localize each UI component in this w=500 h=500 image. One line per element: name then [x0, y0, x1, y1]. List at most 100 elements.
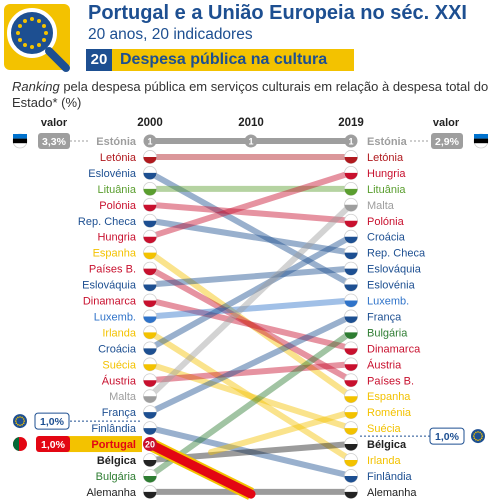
label-2000-croacia: Croácia — [98, 343, 137, 355]
eu-left-flag-icon-star — [15, 422, 18, 425]
label-2000-eslovaquia: Eslováquia — [82, 280, 137, 292]
croacia-2000-flag-fill — [143, 348, 157, 355]
finlandia-left-value: 1,0% — [40, 416, 65, 428]
label-2019-eslovenia: Eslovénia — [367, 280, 416, 292]
dinamarca-2000-flag-fill — [143, 300, 157, 307]
eslovenia-2019-flag-fill — [344, 284, 358, 292]
suecia-right-value: 1,0% — [435, 431, 460, 443]
romenia-2019-flag-fill — [344, 412, 358, 419]
franca-2000-flag-fill — [143, 412, 157, 419]
section-bar: 20 Despesa pública na cultura — [86, 49, 354, 71]
portugal-left-flag-icon-green — [13, 437, 19, 451]
hungria-2019-flag-fill — [344, 172, 358, 180]
lituania-2019-flag-fill — [344, 188, 358, 196]
eslovenia-2000-flag-fill — [143, 172, 157, 180]
line-eslovenia — [147, 169, 354, 288]
label-2019-bulgaria: Bulgária — [367, 327, 408, 339]
label-2019-suecia: Suécia — [367, 423, 402, 435]
label-2019-franca: França — [367, 311, 402, 323]
finlandia-2019-flag-fill — [344, 475, 358, 483]
estonia-left-pill — [38, 133, 70, 149]
label-2000-luxemb: Luxemb. — [94, 311, 136, 323]
polonia-2000-flag-fill — [143, 204, 157, 212]
portugal-rank-badge-label: 20 — [145, 440, 155, 450]
bulgaria-2000-flag-fill — [143, 475, 157, 483]
eu-left-flag-icon-star — [21, 416, 23, 419]
rep-checa-2000-flag-fill — [143, 220, 157, 228]
luxemb-2019-flag-fill — [344, 300, 358, 307]
ranking-labels: 2000 2010 2019 valor valor Estónia Letónia Eslo… — [12, 117, 489, 499]
header: Portugal e a União Europeia no séc. XXI … — [0, 0, 500, 78]
dinamarca-2019-flag-fill — [344, 348, 358, 355]
espanha-2019-flag-fill — [344, 396, 358, 403]
line-franca — [147, 313, 354, 416]
description-text: pela despesa pública em serviços cultura… — [12, 79, 489, 110]
label-2000-dinamarca: Dinamarca — [83, 296, 137, 308]
label-2019-alemanha: Alemanha — [367, 487, 417, 499]
portugal-rank-badge — [143, 437, 157, 452]
label-2000-portugal: Portugal — [91, 439, 136, 451]
label-2000-letonia: Letónia — [100, 152, 137, 164]
rank-badge — [143, 134, 157, 148]
finlandia-left-pill — [35, 413, 69, 430]
alemanha-2019-flag-fill — [344, 491, 358, 499]
eu-right-flag-icon-star — [473, 433, 476, 435]
eu-left-flag-icon-star — [17, 416, 19, 419]
estonia-left-value: 3,3% — [42, 136, 67, 148]
label-2019-finlandia: Finlândia — [367, 471, 413, 483]
label-2000-belgica: Bélgica — [97, 455, 137, 467]
section-title: Despesa pública na cultura — [120, 51, 328, 68]
line-romenia — [208, 409, 354, 456]
magnifier-icon — [4, 4, 70, 72]
rank-badge — [244, 134, 258, 148]
line-bulgaria — [147, 329, 354, 479]
eu-right-flag-icon-star — [480, 437, 483, 440]
irlanda-2000-flag-fill — [143, 332, 157, 339]
label-2000-finlandia: Finlândia — [91, 423, 137, 435]
line-portugal — [145, 439, 256, 499]
label-2019-belgica: Bélgica — [367, 439, 407, 451]
suecia-right-border — [429, 427, 465, 445]
eu-right-flag-icon-star — [477, 439, 479, 442]
line-dinamarca — [147, 297, 354, 352]
chart-description: Ranking pela despesa pública em serviços… — [12, 79, 492, 110]
label-2019-lituania: Lituânia — [367, 184, 406, 196]
irlanda-2019-flag-fill — [344, 460, 358, 467]
line-luxemb — [147, 297, 354, 320]
eu-right-flag-icon-star — [479, 431, 481, 434]
eu-left-flag-icon-star — [19, 416, 21, 418]
label-2019-eslovaquia: Eslováquia — [367, 264, 422, 276]
eu-magnifier-logo — [2, 2, 74, 74]
label-2019-espanha: Espanha — [367, 391, 411, 403]
austria-2019-flag-fill — [344, 364, 358, 371]
alemanha-2000-flag-fill — [143, 491, 157, 499]
ranking-lines — [145, 138, 354, 500]
label-2019-luxemb: Luxemb. — [367, 296, 409, 308]
label-2019-letonia: Letónia — [367, 152, 404, 164]
eu-right-flag-icon-star — [481, 435, 484, 437]
line-paises-b — [147, 265, 354, 384]
rep-checa-2019-flag-fill — [344, 252, 358, 260]
label-2000-franca: França — [102, 407, 137, 419]
line-irlanda — [147, 329, 354, 463]
page-title: Portugal e a União Europeia no séc. XXI — [88, 2, 467, 24]
rank-badge-label: 1 — [248, 137, 253, 147]
rank-badge — [344, 134, 358, 148]
label-2000-espanha: Espanha — [93, 248, 137, 260]
label-2000-polonia: Polónia — [99, 200, 137, 212]
label-2019-croacia: Croácia — [367, 232, 406, 244]
portugal-left-value: 1,0% — [41, 439, 66, 451]
line-malta — [147, 201, 354, 400]
line-hungria — [147, 169, 354, 240]
ranking-markers: 1 1 1 20 — [143, 134, 358, 499]
rank-badge-label: 1 — [147, 137, 152, 147]
portugal-left-pill — [36, 436, 70, 453]
estonia-right-value: 2,9% — [435, 136, 460, 148]
line-rep-checa — [147, 217, 354, 256]
franca-2019-flag-fill — [344, 316, 358, 323]
eu-left-flag-icon-star — [15, 418, 18, 420]
label-2000-rep-checa: Rep. Checa — [78, 216, 137, 228]
eu-left-flag-icon — [13, 414, 27, 429]
rank-badge-label: 1 — [348, 137, 353, 147]
